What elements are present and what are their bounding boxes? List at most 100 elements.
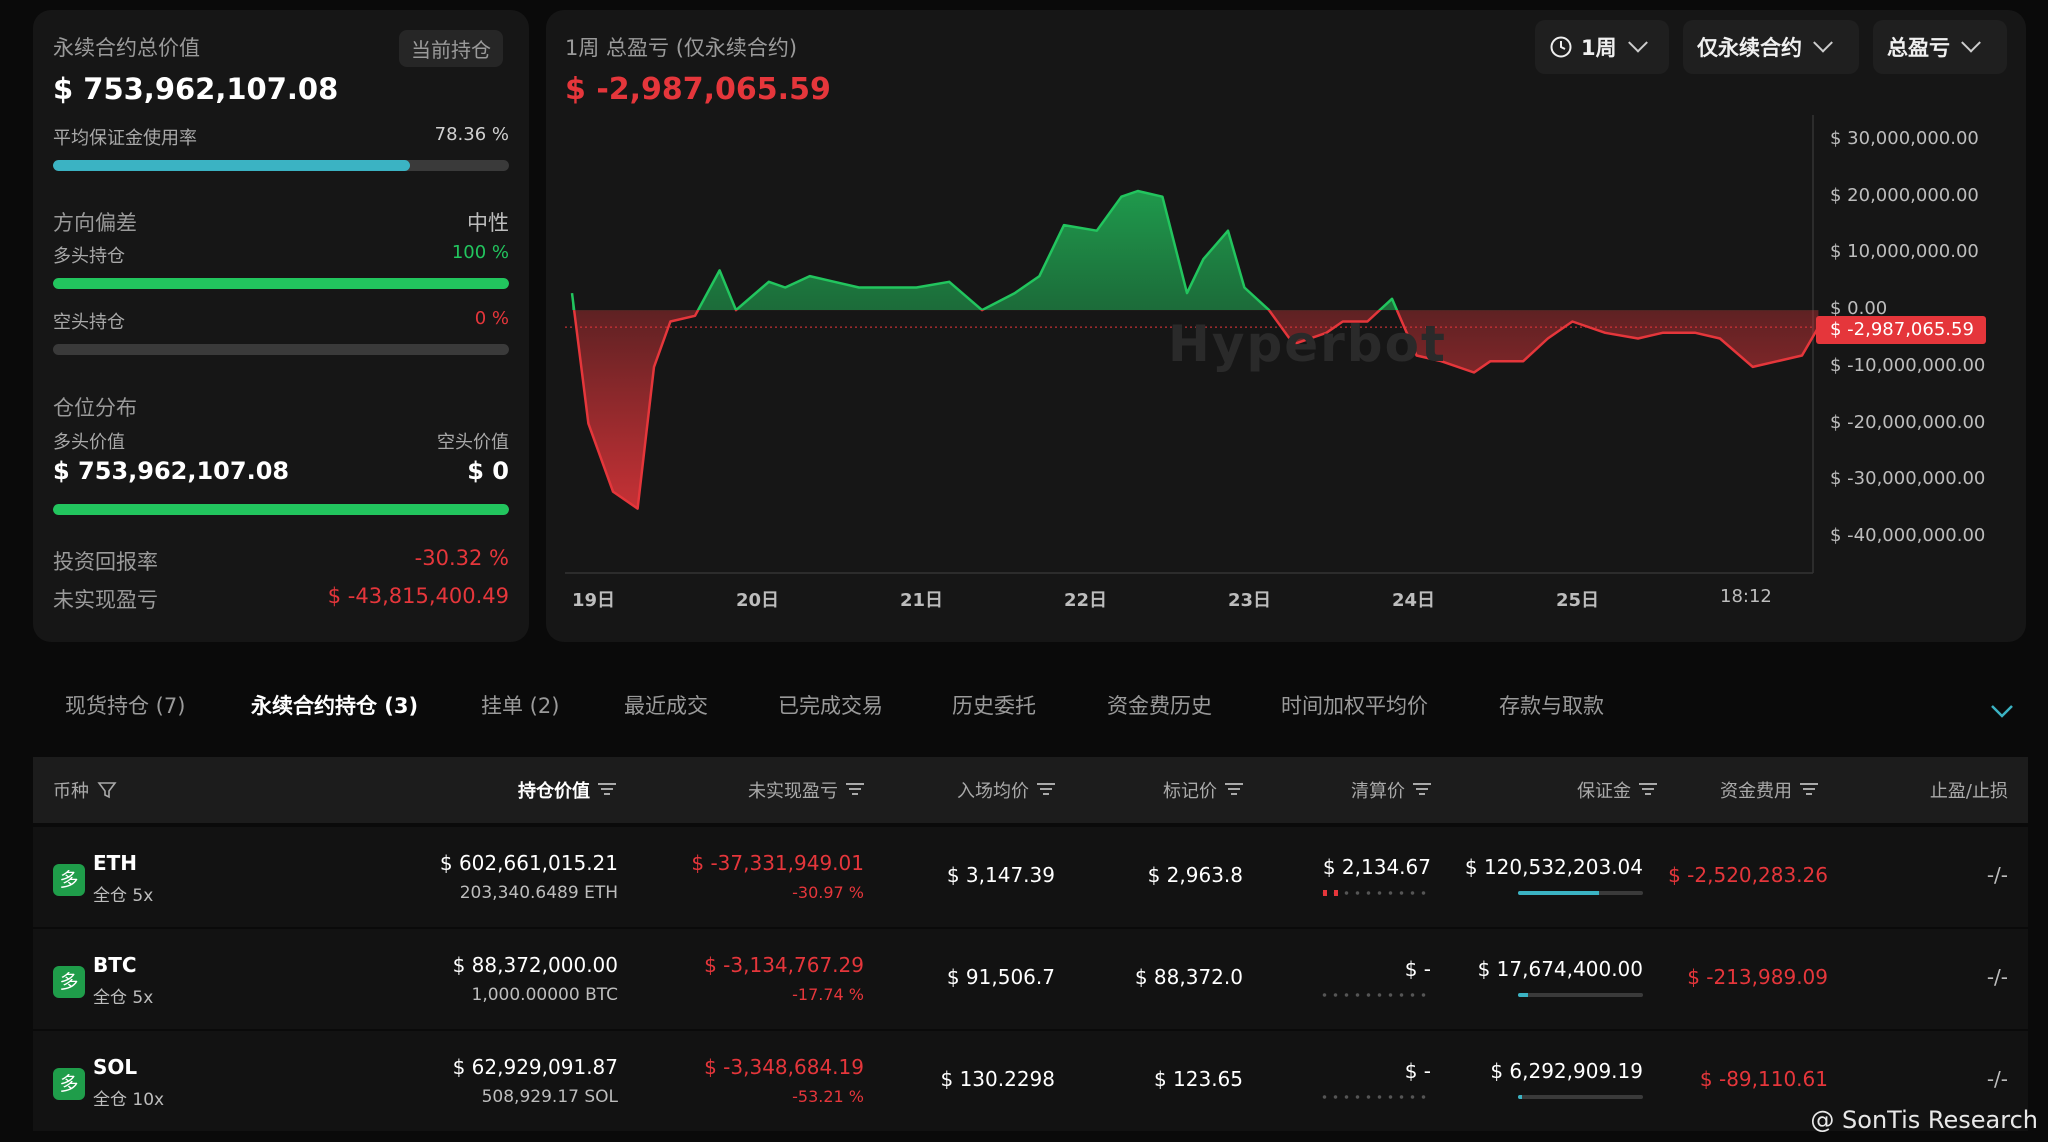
tab-deposits-withdrawals[interactable]: 存款与取款 (1499, 694, 1604, 718)
short-bar (53, 344, 509, 355)
upnl-pct: -30.97 % (792, 883, 864, 902)
tab-completed-trades[interactable]: 已完成交易 (778, 694, 883, 718)
period-dropdown[interactable]: 1周 (1535, 20, 1669, 74)
margin-usage-value: 78.36 % (434, 124, 509, 145)
pnl-chart[interactable] (0, 0, 2048, 660)
short-pct: 0 % (474, 308, 509, 329)
tab-order-history[interactable]: 历史委托 (952, 694, 1036, 718)
sort-icon (846, 783, 864, 797)
col-position-value[interactable]: 持仓价值 (518, 777, 616, 803)
tab-bar: 现货持仓 (7) 永续合约持仓 (3) 挂单 (2) 最近成交 已完成交易 历史… (33, 690, 2028, 740)
long-bar (53, 278, 509, 289)
table-row[interactable]: 多 BTC 全仓 5x $ 88,372,000.00 1,000.00000 … (33, 929, 2028, 1029)
short-value-label: 空头价值 (437, 432, 509, 453)
upnl-value: $ -3,134,767.29 (704, 953, 864, 977)
pnl-line-positive (570, 189, 1399, 311)
short-label: 空头持仓 (53, 312, 125, 333)
margin-bar (1518, 1095, 1643, 1099)
bias-value: 中性 (467, 211, 509, 235)
col-entry[interactable]: 入场均价 (957, 777, 1055, 803)
y-tick-label: $ -40,000,000.00 (1830, 525, 1986, 546)
sort-icon (1800, 783, 1818, 797)
y-tick-label: $ 20,000,000.00 (1830, 184, 1979, 206)
table-row[interactable]: 多 SOL 全仓 10x $ 62,929,091.87 508,929.17 … (33, 1031, 2028, 1131)
tab-twap[interactable]: 时间加权平均价 (1281, 694, 1428, 718)
x-tick-label: 23日 (1228, 590, 1272, 611)
col-coin[interactable]: 币种 (53, 777, 117, 803)
long-bar-fill (53, 278, 509, 289)
scope-dropdown-label: 仅永续合约 (1697, 36, 1802, 60)
distribution-long-fill (53, 504, 509, 515)
col-funding-label: 资金费用 (1720, 781, 1792, 802)
bias-label: 方向偏差 (53, 211, 137, 235)
col-margin[interactable]: 保证金 (1577, 777, 1657, 803)
tab-spot[interactable]: 现货持仓 (7) (65, 694, 186, 718)
scope-dropdown[interactable]: 仅永续合约 (1683, 20, 1859, 74)
coin-symbol[interactable]: BTC (93, 953, 137, 977)
upnl-value: $ -3,348,684.19 (704, 1055, 864, 1079)
sort-icon (1037, 783, 1055, 797)
sort-icon (1413, 783, 1431, 797)
funding-value: $ -2,520,283.26 (1668, 863, 1828, 887)
tab-recent-fills[interactable]: 最近成交 (624, 694, 708, 718)
sort-icon (598, 783, 616, 797)
entry-price: $ 3,147.39 (946, 863, 1055, 887)
col-funding[interactable]: 资金费用 (1720, 777, 1818, 803)
col-upnl[interactable]: 未实现盈亏 (748, 777, 864, 803)
liq-distance-indicator (1319, 891, 1431, 895)
distribution-label: 仓位分布 (53, 396, 137, 420)
upnl-label: 未实现盈亏 (53, 588, 158, 612)
distribution-bar (53, 504, 509, 515)
tpsl-value[interactable]: -/- (1986, 1067, 2008, 1091)
tpsl-value[interactable]: -/- (1986, 965, 2008, 989)
margin-value: $ 17,674,400.00 (1477, 957, 1643, 981)
liq-price: $ 2,134.67 (1322, 855, 1431, 879)
col-position-value-label: 持仓价值 (518, 781, 590, 802)
position-value: $ 62,929,091.87 (452, 1055, 618, 1079)
y-tick-label: $ 0.00 (1830, 298, 1888, 320)
filter-icon[interactable] (97, 780, 117, 800)
col-margin-label: 保证金 (1577, 781, 1631, 802)
position-size: 508,929.17 SOL (481, 1087, 618, 1107)
upnl-pct: -53.21 % (792, 1087, 864, 1106)
table-row[interactable]: 多 ETH 全仓 5x $ 602,661,015.21 203,340.648… (33, 827, 2028, 927)
margin-bar (1518, 891, 1643, 895)
current-positions-chip[interactable]: 当前持仓 (399, 30, 503, 67)
sort-icon (1639, 783, 1657, 797)
mark-price: $ 2,963.8 (1147, 863, 1243, 887)
x-tick-label: 24日 (1392, 590, 1436, 611)
upnl-value: $ -43,815,400.49 (327, 584, 509, 608)
tab-open-orders[interactable]: 挂单 (2) (481, 694, 560, 718)
roi-value: -30.32 % (414, 546, 509, 570)
liq-price: $ - (1404, 1059, 1431, 1083)
long-badge: 多 (53, 966, 85, 998)
margin-mode: 全仓 10x (93, 1090, 165, 1110)
clock-icon (1550, 36, 1572, 58)
chevron-down-icon[interactable] (1990, 704, 2014, 718)
period-dropdown-label: 1周 (1581, 36, 1617, 60)
entry-price: $ 91,506.7 (946, 965, 1055, 989)
research-watermark: @ SonTis Research (1810, 1106, 2038, 1134)
long-value: $ 753,962,107.08 (53, 457, 290, 485)
col-liq[interactable]: 清算价 (1351, 777, 1431, 803)
margin-value: $ 6,292,909.19 (1490, 1059, 1643, 1083)
metric-dropdown[interactable]: 总盈亏 (1873, 20, 2007, 74)
chart-watermark: Hyperbot (1168, 315, 1447, 373)
margin-bar-fill (1518, 1095, 1522, 1099)
coin-symbol[interactable]: ETH (93, 851, 138, 875)
tab-funding-history[interactable]: 资金费历史 (1107, 694, 1212, 718)
tpsl-value[interactable]: -/- (1986, 863, 2008, 887)
upnl-pct: -17.74 % (792, 985, 864, 1004)
position-value: $ 602,661,015.21 (439, 851, 618, 875)
col-mark[interactable]: 标记价 (1163, 777, 1243, 803)
short-value: $ 0 (467, 457, 509, 485)
pnl-area-negative (572, 310, 1819, 509)
col-liq-label: 清算价 (1351, 781, 1405, 802)
col-tpsl: 止盈/止损 (1929, 781, 2008, 802)
coin-symbol[interactable]: SOL (93, 1055, 138, 1079)
mark-price: $ 123.65 (1153, 1067, 1243, 1091)
liq-distance-indicator (1319, 993, 1431, 997)
x-tick-label: 21日 (900, 590, 944, 611)
x-tick-label: 25日 (1556, 590, 1600, 611)
tab-perp-positions[interactable]: 永续合约持仓 (3) (251, 694, 419, 718)
